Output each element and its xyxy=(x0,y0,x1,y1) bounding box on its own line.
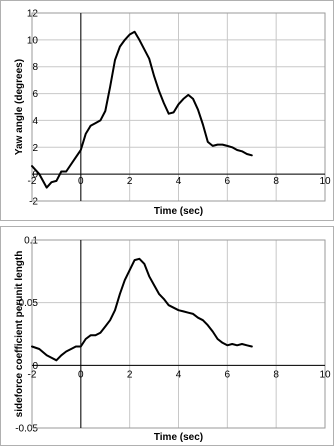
bottom-x-axis-label: Time (sec) xyxy=(154,432,203,443)
bottom-x-tick-label: 6 xyxy=(225,369,231,380)
top-y-axis-label: Yaw angle (degrees) xyxy=(14,59,25,155)
top-plot-frame xyxy=(31,12,326,202)
top-y-tick-label: 0 xyxy=(32,170,38,181)
top-y-tick-label: 2 xyxy=(32,143,38,154)
top-x-tick-label: 2 xyxy=(127,176,133,187)
bottom-y-tick-label: 0.1 xyxy=(24,236,38,247)
bottom-y-axis-label: sideforce coefficient perunit length xyxy=(14,251,25,418)
bottom-plot-frame xyxy=(31,239,326,429)
bottom-y-tick-label: 0.05 xyxy=(19,298,39,309)
top-y-tick-label: -2 xyxy=(29,197,38,208)
bottom-y-tick-label: 0 xyxy=(32,361,38,372)
top-y-tick-label: 4 xyxy=(32,116,38,127)
top-x-tick-label: 10 xyxy=(319,176,331,187)
bottom-x-tick-label: -2 xyxy=(28,369,37,380)
bottom-x-tick-label: 10 xyxy=(319,369,331,380)
top-x-tick-label: 4 xyxy=(176,176,182,187)
top-x-tick-label: 6 xyxy=(225,176,231,187)
bottom-x-tick-label: 8 xyxy=(273,369,279,380)
bottom-data-series-line xyxy=(31,257,253,362)
top-x-axis-label: Time (sec) xyxy=(154,206,203,217)
top-x-tick-label: 0 xyxy=(78,176,84,187)
bottom-x-tick-label: 4 xyxy=(176,369,182,380)
top-x-tick-label: 8 xyxy=(273,176,279,187)
bottom-y-tick-label: -0.05 xyxy=(15,424,38,435)
bottom-x-tick-label: 2 xyxy=(127,369,133,380)
top-y-tick-label: 12 xyxy=(27,9,39,20)
top-y-tick-label: 6 xyxy=(32,89,38,100)
top-data-series-line xyxy=(31,30,253,189)
top-y-tick-label: 8 xyxy=(32,62,38,73)
bottom-x-tick-label: 0 xyxy=(78,369,84,380)
top-x-tick-label: -2 xyxy=(28,176,37,187)
top-y-tick-label: 10 xyxy=(27,35,39,46)
bottom-chart-border xyxy=(0,226,334,446)
